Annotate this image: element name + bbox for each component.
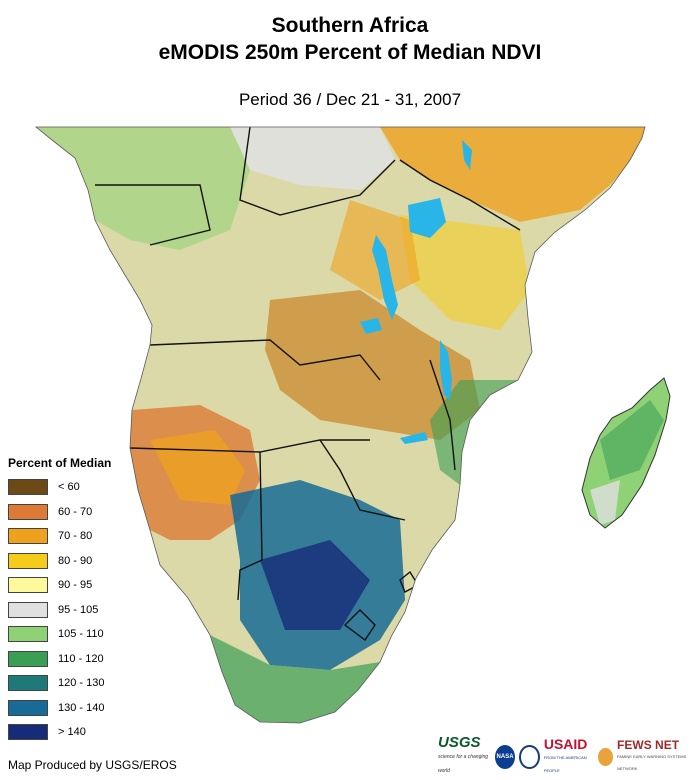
legend-swatch — [8, 626, 48, 643]
legend-swatch — [8, 650, 48, 667]
madagascar-south — [590, 480, 620, 525]
logo-strip: USGS science for a changing world NASA U… — [438, 735, 693, 777]
usaid-tagline: FROM THE AMERICAN PEOPLE — [543, 754, 587, 773]
legend-rows: < 60 60 - 70 70 - 80 80 - 90 90 - 95 95 - 105… — [8, 475, 148, 745]
legend-item: 80 - 90 — [8, 549, 148, 574]
legend-swatch — [8, 577, 48, 594]
fews-seal-icon — [597, 748, 614, 766]
lake-tanganyika — [372, 235, 398, 320]
legend-label: 95 - 105 — [58, 603, 99, 616]
title-line-2: eMODIS 250m Percent of Median NDVI — [158, 41, 542, 64]
map-credit: Map Produced by USGS/EROS — [8, 758, 177, 772]
legend-item: 95 - 105 — [8, 598, 148, 623]
legend-label: > 140 — [58, 726, 86, 739]
legend-item: 105 - 110 — [8, 622, 148, 647]
legend-item: < 60 — [8, 475, 148, 500]
legend-swatch — [8, 528, 48, 545]
nasa-logo: NASA — [495, 745, 516, 769]
legend-item: 120 - 130 — [8, 671, 148, 696]
map-subtitle: Period 36 / Dec 21 - 31, 2007 — [238, 90, 462, 109]
legend-swatch — [8, 479, 48, 496]
legend-swatch — [8, 675, 48, 692]
usgs-tagline: science for a changing world — [438, 754, 489, 774]
title-line-1: Southern Africa — [271, 14, 429, 37]
legend-label: 80 - 90 — [58, 554, 93, 567]
legend-item: 130 - 140 — [8, 696, 148, 721]
legend-item: 90 - 95 — [8, 573, 148, 598]
madagascar-green — [600, 400, 664, 480]
border-congo — [95, 184, 211, 246]
border-drc-north — [239, 127, 396, 216]
zone-tanzania-mottled — [400, 215, 530, 330]
border-malawi — [429, 359, 456, 471]
legend-item: 60 - 70 — [8, 500, 148, 525]
lake-victoria — [408, 198, 446, 238]
legend-label: < 60 — [58, 481, 80, 494]
legend-swatch — [8, 601, 48, 618]
nasa-logo-text: NASA — [496, 754, 514, 760]
border-namibia-east — [237, 451, 263, 601]
border-angola-zambia — [149, 339, 381, 381]
usgs-logo: USGS science for a changing world — [438, 734, 491, 778]
fews-logo-text: FEWS NET — [617, 738, 680, 752]
zone-northeast-dry — [380, 127, 645, 222]
lake-malawi — [440, 340, 452, 400]
legend-item: 70 - 80 — [8, 524, 148, 549]
usaid-logo-text: USAID — [543, 735, 588, 752]
legend-item: 110 - 120 — [8, 647, 148, 672]
lakes — [360, 140, 472, 444]
border-namibia-north — [129, 439, 370, 453]
fews-tagline: FAMINE EARLY WARNING SYSTEMS NETWORK — [617, 754, 687, 771]
ndvi-anomaly-zones — [36, 127, 645, 723]
usaid-logo: USAID FROM THE AMERICAN PEOPLE — [543, 735, 594, 777]
zone-central-dry — [265, 290, 480, 440]
usgs-logo-text: USGS — [438, 734, 481, 751]
legend-swatch — [8, 503, 48, 520]
lake-mweru — [360, 318, 382, 334]
legend-label: 120 - 130 — [58, 677, 105, 690]
legend-swatch — [8, 724, 48, 741]
fews-net-logo: FEWS NET FAMINE EARLY WARNING SYSTEMS NE… — [617, 739, 693, 775]
legend-label: 110 - 120 — [58, 652, 104, 665]
legend: Percent of Median < 60 60 - 70 70 - 80 80 -… — [8, 456, 148, 745]
legend-label: 90 - 95 — [58, 579, 93, 592]
madagascar-zones — [590, 400, 664, 525]
country-borders — [95, 127, 521, 642]
legend-label: 60 - 70 — [58, 505, 93, 518]
legend-label: 70 - 80 — [58, 530, 93, 543]
zone-mozambique-green — [430, 380, 520, 485]
usaid-seal-icon — [519, 745, 540, 769]
legend-swatch — [8, 699, 48, 716]
legend-item: > 140 — [8, 720, 148, 745]
legend-label: 105 - 110 — [58, 628, 104, 641]
legend-title: Percent of Median — [8, 456, 112, 470]
border-lesotho — [343, 609, 376, 642]
lake-kariba — [400, 432, 428, 444]
legend-label: 130 - 140 — [58, 701, 105, 714]
zone-northwest-green — [36, 127, 250, 250]
zone-north-neutral — [230, 127, 395, 190]
map-title: Southern Africa eMODIS 250m Percent of M… — [0, 12, 700, 66]
zone-highveld-very-wet — [260, 540, 370, 630]
zone-south-coast-green — [210, 635, 380, 723]
southern-africa-ndvi-map — [35, 126, 671, 724]
border-botswana-zimbabwe — [319, 439, 406, 521]
lake-turkana — [462, 140, 472, 170]
border-kenya-tanzania — [399, 159, 521, 231]
legend-swatch — [8, 552, 48, 569]
